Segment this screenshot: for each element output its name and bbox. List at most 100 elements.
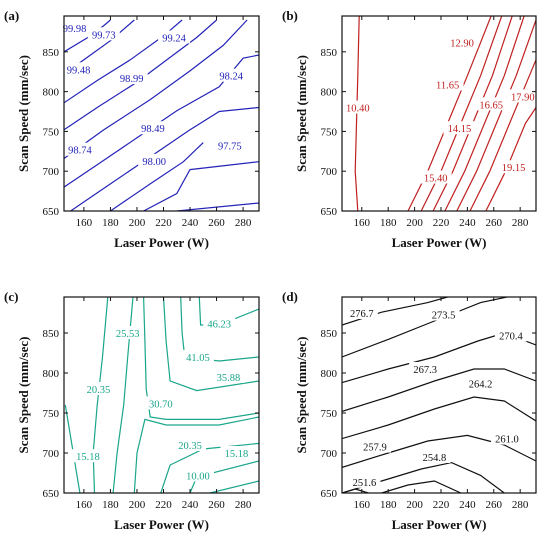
x-tick-label: 200 [129,499,146,511]
y-tick-label: 850 [321,47,338,59]
contour-label: 97.75 [218,142,242,153]
contour-line [209,480,259,493]
contour-label: 20.35 [87,385,111,396]
y-tick-label: 750 [321,408,338,420]
contour-label-bg [181,350,214,363]
contour-label-bg [341,100,374,114]
y-tick-label: 700 [321,448,338,460]
contour-label: 16.65 [479,100,503,111]
contour-label: 257.9 [363,443,387,454]
x-axis-title: Laser Power (W) [114,517,209,532]
x-tick-label: 260 [486,499,503,511]
contour-label: 254.8 [423,453,447,464]
contour-label-bg [71,449,104,463]
y-tick-label: 850 [43,47,60,59]
y-tick-label: 800 [321,87,338,99]
contour-label: 14.15 [448,124,472,135]
contour-label-bg [203,316,236,330]
contour-label: 20.35 [178,441,202,452]
y-tick-label: 850 [43,328,60,340]
contour-line [342,434,536,468]
x-tick-label: 260 [208,217,225,229]
contour-label: 98.00 [142,157,166,168]
panel-letter: (d) [282,289,298,304]
contour-line [342,368,536,412]
contour-label: 264.2 [469,379,493,390]
y-tick-label: 650 [43,488,60,500]
contour-label-bg [348,474,381,488]
contour-label-bg [174,438,207,451]
y-axis-title: Scan Speed (mm/sec) [16,55,31,172]
x-tick-label: 220 [433,499,450,511]
x-tick-label: 200 [406,217,423,229]
x-axis-title: Laser Power (W) [392,235,487,250]
x-tick-label: 200 [129,217,146,229]
contour-label: 12.90 [450,38,474,49]
contour-label-bg [58,20,91,34]
x-tick-label: 180 [380,499,397,511]
contour-line [469,59,536,211]
y-tick-label: 700 [43,448,60,460]
contour-label: 17.90 [511,92,535,103]
plot-frame [341,296,537,494]
plot-frame [63,296,260,494]
y-tick-label: 750 [43,408,60,420]
y-tick-label: 650 [321,488,338,500]
contour-line [64,54,259,188]
contour-line [110,142,204,211]
contour-label: 99.24 [162,33,186,44]
contour-label: 10.00 [186,471,210,482]
contour-line [485,107,536,211]
contour-label: 99.98 [63,24,87,35]
y-tick-label: 700 [43,166,60,178]
contour-label: 273.5 [432,311,456,322]
panel-b: 10.40 15.40 11.65 14.15 12.90 16.65 17.90 19.15… [282,8,539,250]
contour-label-bg [138,153,171,167]
contour-label-bg [213,138,246,152]
contour-line [162,297,259,392]
y-tick-label: 650 [43,206,60,218]
x-tick-label: 240 [459,499,476,511]
contour-label: 98.24 [219,72,243,83]
x-tick-label: 160 [354,499,371,511]
contour-label-bg [419,170,452,184]
contour-label-bg [497,160,530,174]
contour-label-bg [490,431,523,445]
contour-label-bg [345,306,378,319]
contour-label-bg [427,307,460,321]
x-tick-label: 180 [102,499,119,511]
contour-label-bg [82,382,115,395]
contour-label: 261.0 [495,435,519,446]
y-axis-title: Scan Speed (mm/sec) [294,337,309,454]
contour-label-bg [181,468,214,482]
contour-label: 251.6 [353,478,377,489]
contour-line [70,106,259,211]
contour-label: 98.99 [120,74,144,85]
contour-label: 98.49 [141,124,165,135]
contour-line [64,19,217,131]
contour-label: 35.88 [217,373,241,384]
contour-label: 11.65 [436,80,459,91]
x-tick-label: 200 [406,499,423,511]
contour-line [381,480,462,493]
contour-label-bg [409,362,442,375]
contour-lines-a [64,19,259,211]
contour-label: 10.40 [346,104,370,115]
x-tick-label: 240 [459,217,476,229]
y-tick-label: 800 [321,368,338,380]
panel-d: 276.7 273.5 270.4 267.3 264.2 261.0 257.9 254.8… [282,289,537,532]
x-tick-label: 160 [354,217,371,229]
contour-label-bg [115,71,148,85]
x-tick-label: 220 [155,499,172,511]
y-tick-label: 800 [43,368,60,380]
contour-label-bg [158,30,191,44]
panel-letter: (a) [4,8,19,23]
x-tick-label: 180 [102,217,119,229]
x-tick-label: 260 [208,499,225,511]
contour-label: 99.48 [67,65,91,76]
contour-label-bg [144,396,177,410]
contour-label-bg [136,121,169,135]
contour-label-bg [220,446,253,459]
y-axis-title: Scan Speed (mm/sec) [294,55,309,172]
contour-line [444,16,525,211]
